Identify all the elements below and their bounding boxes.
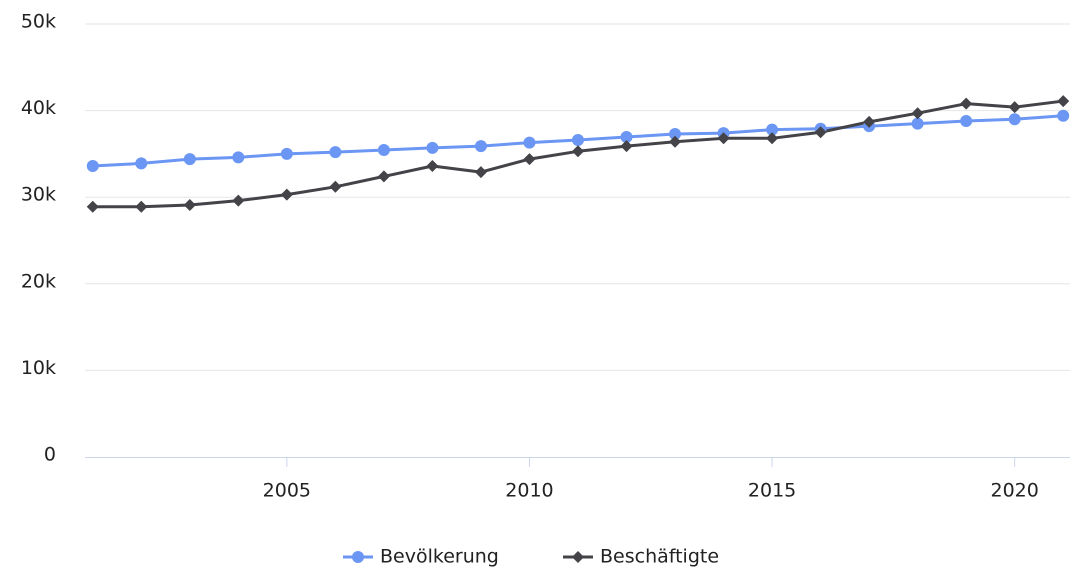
y-tick-label: 50k: [21, 11, 56, 33]
data-point: [669, 127, 682, 140]
y-tick-label: 0: [44, 444, 56, 466]
x-tick-label: 2005: [263, 480, 311, 502]
x-tick-label: 2015: [748, 480, 796, 502]
data-point: [183, 198, 196, 211]
legend-symbol: [572, 551, 584, 563]
data-point: [329, 180, 342, 193]
y-tick-label: 40k: [21, 97, 56, 119]
data-point: [135, 200, 148, 213]
data-point: [766, 132, 779, 145]
data-point: [814, 126, 827, 139]
data-point: [571, 134, 584, 147]
data-point: [717, 132, 730, 145]
data-point: [766, 123, 779, 136]
data-point: [620, 140, 633, 153]
data-point: [960, 114, 973, 127]
data-point: [523, 136, 536, 149]
data-point: [669, 135, 682, 148]
legend-symbol: [352, 551, 364, 563]
data-point: [1057, 95, 1070, 108]
x-tick-label: 2020: [991, 480, 1039, 502]
data-point: [329, 146, 342, 159]
data-point: [571, 145, 584, 158]
data-point: [183, 153, 196, 166]
data-point: [911, 107, 924, 120]
legend-label: Beschäftigte: [600, 546, 719, 568]
data-point: [86, 200, 99, 213]
x-tick-label: 2010: [505, 480, 553, 502]
data-point: [1008, 101, 1021, 114]
data-point: [863, 115, 876, 128]
data-point: [86, 160, 99, 173]
data-point: [426, 141, 439, 154]
data-point: [377, 170, 390, 183]
data-point: [474, 140, 487, 153]
data-point: [620, 131, 633, 144]
y-tick-label: 10k: [21, 357, 56, 379]
data-point: [1057, 109, 1070, 122]
data-point: [1008, 113, 1021, 126]
data-point: [232, 151, 245, 164]
data-point: [232, 194, 245, 207]
data-point: [911, 117, 924, 130]
data-point: [426, 160, 439, 173]
data-point: [474, 166, 487, 179]
data-point: [377, 144, 390, 157]
y-tick-label: 30k: [21, 184, 56, 206]
legend-label: Bevölkerung: [380, 546, 499, 568]
data-point: [280, 147, 293, 160]
data-point: [960, 97, 973, 110]
data-point: [280, 188, 293, 201]
data-point: [135, 157, 148, 170]
data-point: [523, 153, 536, 166]
y-tick-label: 20k: [21, 270, 56, 292]
